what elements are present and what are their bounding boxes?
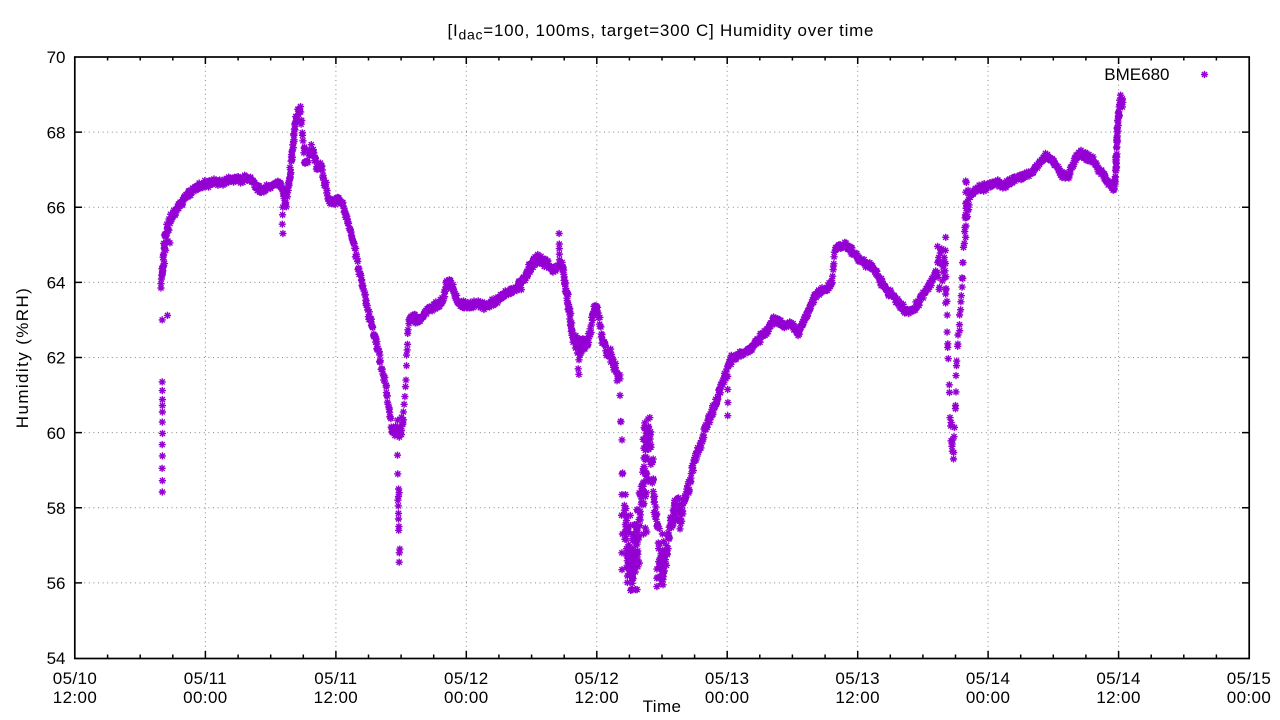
svg-text:12:00: 12:00 (835, 688, 880, 707)
svg-text:Time: Time (643, 697, 682, 716)
svg-text:05/12: 05/12 (575, 669, 620, 688)
svg-text:68: 68 (47, 123, 66, 142)
svg-text:[Idac=100, 100ms, target=300 C: [Idac=100, 100ms, target=300 C] Humidity… (448, 21, 875, 43)
svg-text:60: 60 (47, 424, 66, 443)
svg-text:05/10: 05/10 (53, 669, 98, 688)
svg-text:62: 62 (47, 349, 66, 368)
svg-text:00:00: 00:00 (444, 688, 489, 707)
svg-text:05/14: 05/14 (966, 669, 1011, 688)
svg-text:00:00: 00:00 (705, 688, 750, 707)
svg-text:BME680: BME680 (1104, 65, 1169, 84)
svg-text:12:00: 12:00 (575, 688, 620, 707)
svg-text:12:00: 12:00 (1096, 688, 1141, 707)
svg-text:64: 64 (47, 274, 66, 293)
svg-text:05/11: 05/11 (184, 669, 227, 688)
svg-text:58: 58 (47, 499, 66, 518)
svg-text:00:00: 00:00 (966, 688, 1011, 707)
svg-text:05/12: 05/12 (444, 669, 489, 688)
svg-text:70: 70 (47, 48, 66, 67)
svg-text:05/13: 05/13 (835, 669, 880, 688)
svg-text:56: 56 (47, 574, 66, 593)
svg-text:05/15: 05/15 (1227, 669, 1272, 688)
svg-text:05/14: 05/14 (1096, 669, 1141, 688)
svg-text:05/11: 05/11 (314, 669, 357, 688)
svg-text:00:00: 00:00 (183, 688, 228, 707)
svg-text:54: 54 (47, 649, 66, 668)
svg-text:12:00: 12:00 (314, 688, 359, 707)
svg-text:66: 66 (47, 198, 66, 217)
svg-text:00:00: 00:00 (1227, 688, 1272, 707)
svg-text:05/13: 05/13 (705, 669, 750, 688)
svg-text:12:00: 12:00 (53, 688, 98, 707)
svg-text:Humidity (%RH): Humidity (%RH) (13, 287, 32, 428)
